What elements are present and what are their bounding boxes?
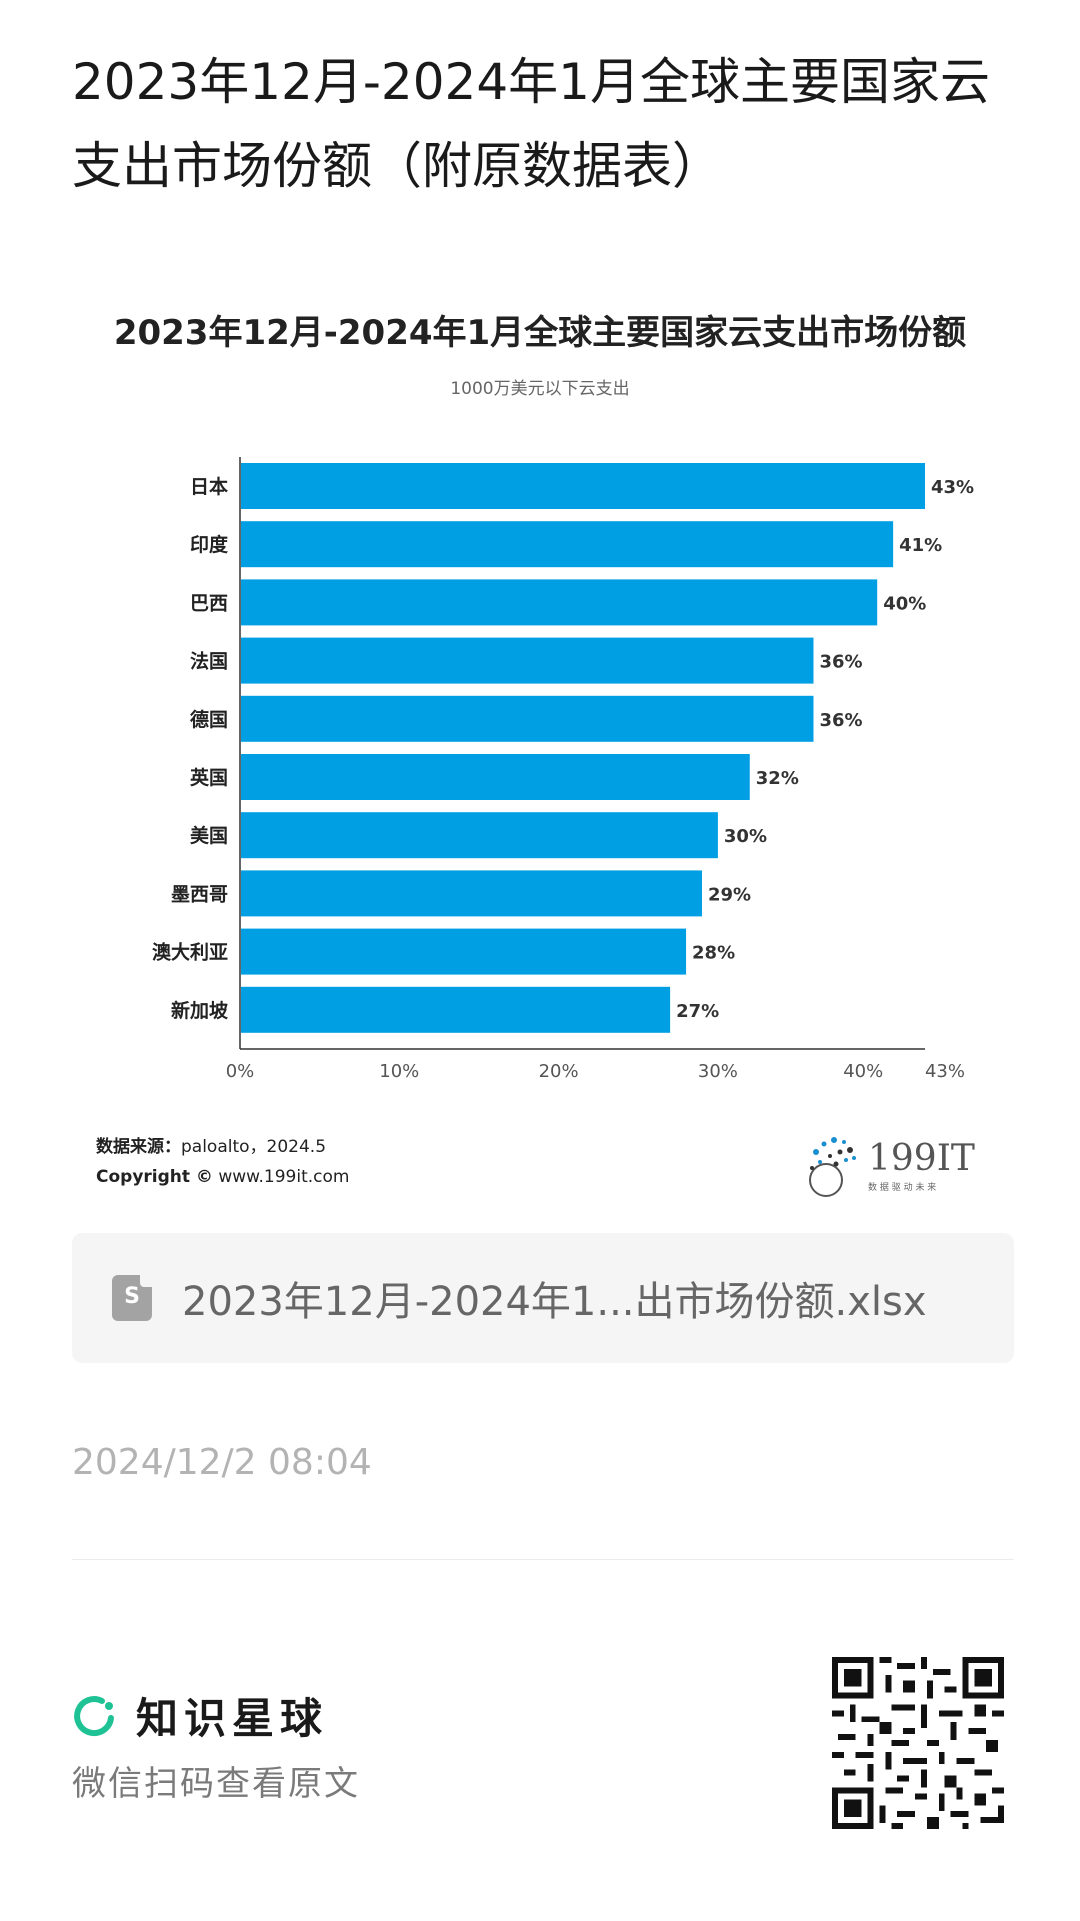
source-block: 数据来源：paloalto，2024.5 Copyright © www.199… <box>96 1132 349 1192</box>
post-title: 2023年12月-2024年1月全球主要国家云支出市场份额（附原数据表） <box>72 53 990 195</box>
logo-tagline: 数 据 驱 动 未 来 <box>868 1181 936 1193</box>
category-label: 法国 <box>190 650 228 673</box>
category-label: 新加坡 <box>171 999 229 1022</box>
source-value: paloalto，2024.5 <box>181 1137 327 1157</box>
brand-name: 知识星球 <box>136 1694 329 1743</box>
qr-code-icon[interactable] <box>832 1657 1004 1829</box>
source-label: 数据来源： <box>96 1137 181 1157</box>
attachment-file-name: 2023年12月-2024年1...出市场份额.xlsx <box>182 1279 927 1325</box>
data-label: 43% <box>931 477 974 498</box>
bar-5 <box>241 695 814 742</box>
planet-ring-icon <box>74 1695 114 1736</box>
attachment-card[interactable]: S 2023年12月-2024年1...出市场份额.xlsx <box>72 1233 1014 1363</box>
divider <box>72 1559 1014 1560</box>
category-label: 印度 <box>190 533 229 556</box>
data-label: 30% <box>724 826 767 847</box>
data-label: 40% <box>883 593 926 614</box>
category-label: 澳大利亚 <box>152 941 228 964</box>
file-icon-letter: S <box>124 1284 140 1309</box>
data-label: 27% <box>676 1001 719 1022</box>
data-label: 29% <box>708 884 751 905</box>
brand-row: 知识星球 <box>72 1685 328 1746</box>
x-tick-label: 40% <box>843 1061 883 1080</box>
bar-10 <box>241 986 671 1033</box>
bar-4 <box>241 637 814 684</box>
dot-fan-icon <box>809 1137 856 1197</box>
copyright-label: Copyright © <box>96 1167 213 1187</box>
bar-7 <box>241 812 718 859</box>
x-tick-label: 0% <box>226 1061 255 1080</box>
bar-2 <box>241 521 894 568</box>
category-label: 巴西 <box>190 592 228 614</box>
category-label: 美国 <box>190 824 228 847</box>
bar-9 <box>241 928 687 975</box>
data-label: 36% <box>819 710 862 731</box>
data-label: 41% <box>899 535 942 556</box>
x-tick-label: 43% <box>925 1061 965 1080</box>
market-share-bar-chart: 2023年12月-2024年1月全球主要国家云支出市场份额 1000万美元以下云… <box>114 313 974 1080</box>
chart-title: 2023年12月-2024年1月全球主要国家云支出市场份额 <box>114 313 966 353</box>
category-label: 英国 <box>190 766 228 789</box>
category-label: 日本 <box>190 475 228 498</box>
data-label: 36% <box>819 652 862 673</box>
logo-199it: 199IT 数 据 驱 动 未 来 <box>809 1137 975 1197</box>
x-tick-label: 20% <box>539 1061 579 1080</box>
category-label: 墨西哥 <box>171 883 228 905</box>
copyright-value: www.199it.com <box>218 1167 350 1187</box>
logo-name: 199IT <box>868 1138 975 1179</box>
bar-8 <box>241 870 702 917</box>
x-tick-label: 30% <box>698 1061 738 1080</box>
x-tick-label: 10% <box>379 1061 419 1080</box>
bars-layer: 日本 43% 印度 41% 巴西 40% 法国 36% 德国 36% 英国 32% 美国 30% 墨西哥 29… <box>152 457 974 1080</box>
scan-instruction: 微信扫码查看原文 <box>72 1764 360 1804</box>
spreadsheet-file-icon: S <box>112 1275 152 1321</box>
data-label: 32% <box>756 768 799 789</box>
category-label: 德国 <box>190 708 228 731</box>
data-label: 28% <box>692 943 735 964</box>
bar-6 <box>241 754 750 800</box>
bar-1 <box>241 463 925 509</box>
post-timestamp: 2024/12/2 08:04 <box>72 1442 372 1483</box>
chart-subtitle: 1000万美元以下云支出 <box>450 379 629 399</box>
bar-3 <box>241 579 878 626</box>
